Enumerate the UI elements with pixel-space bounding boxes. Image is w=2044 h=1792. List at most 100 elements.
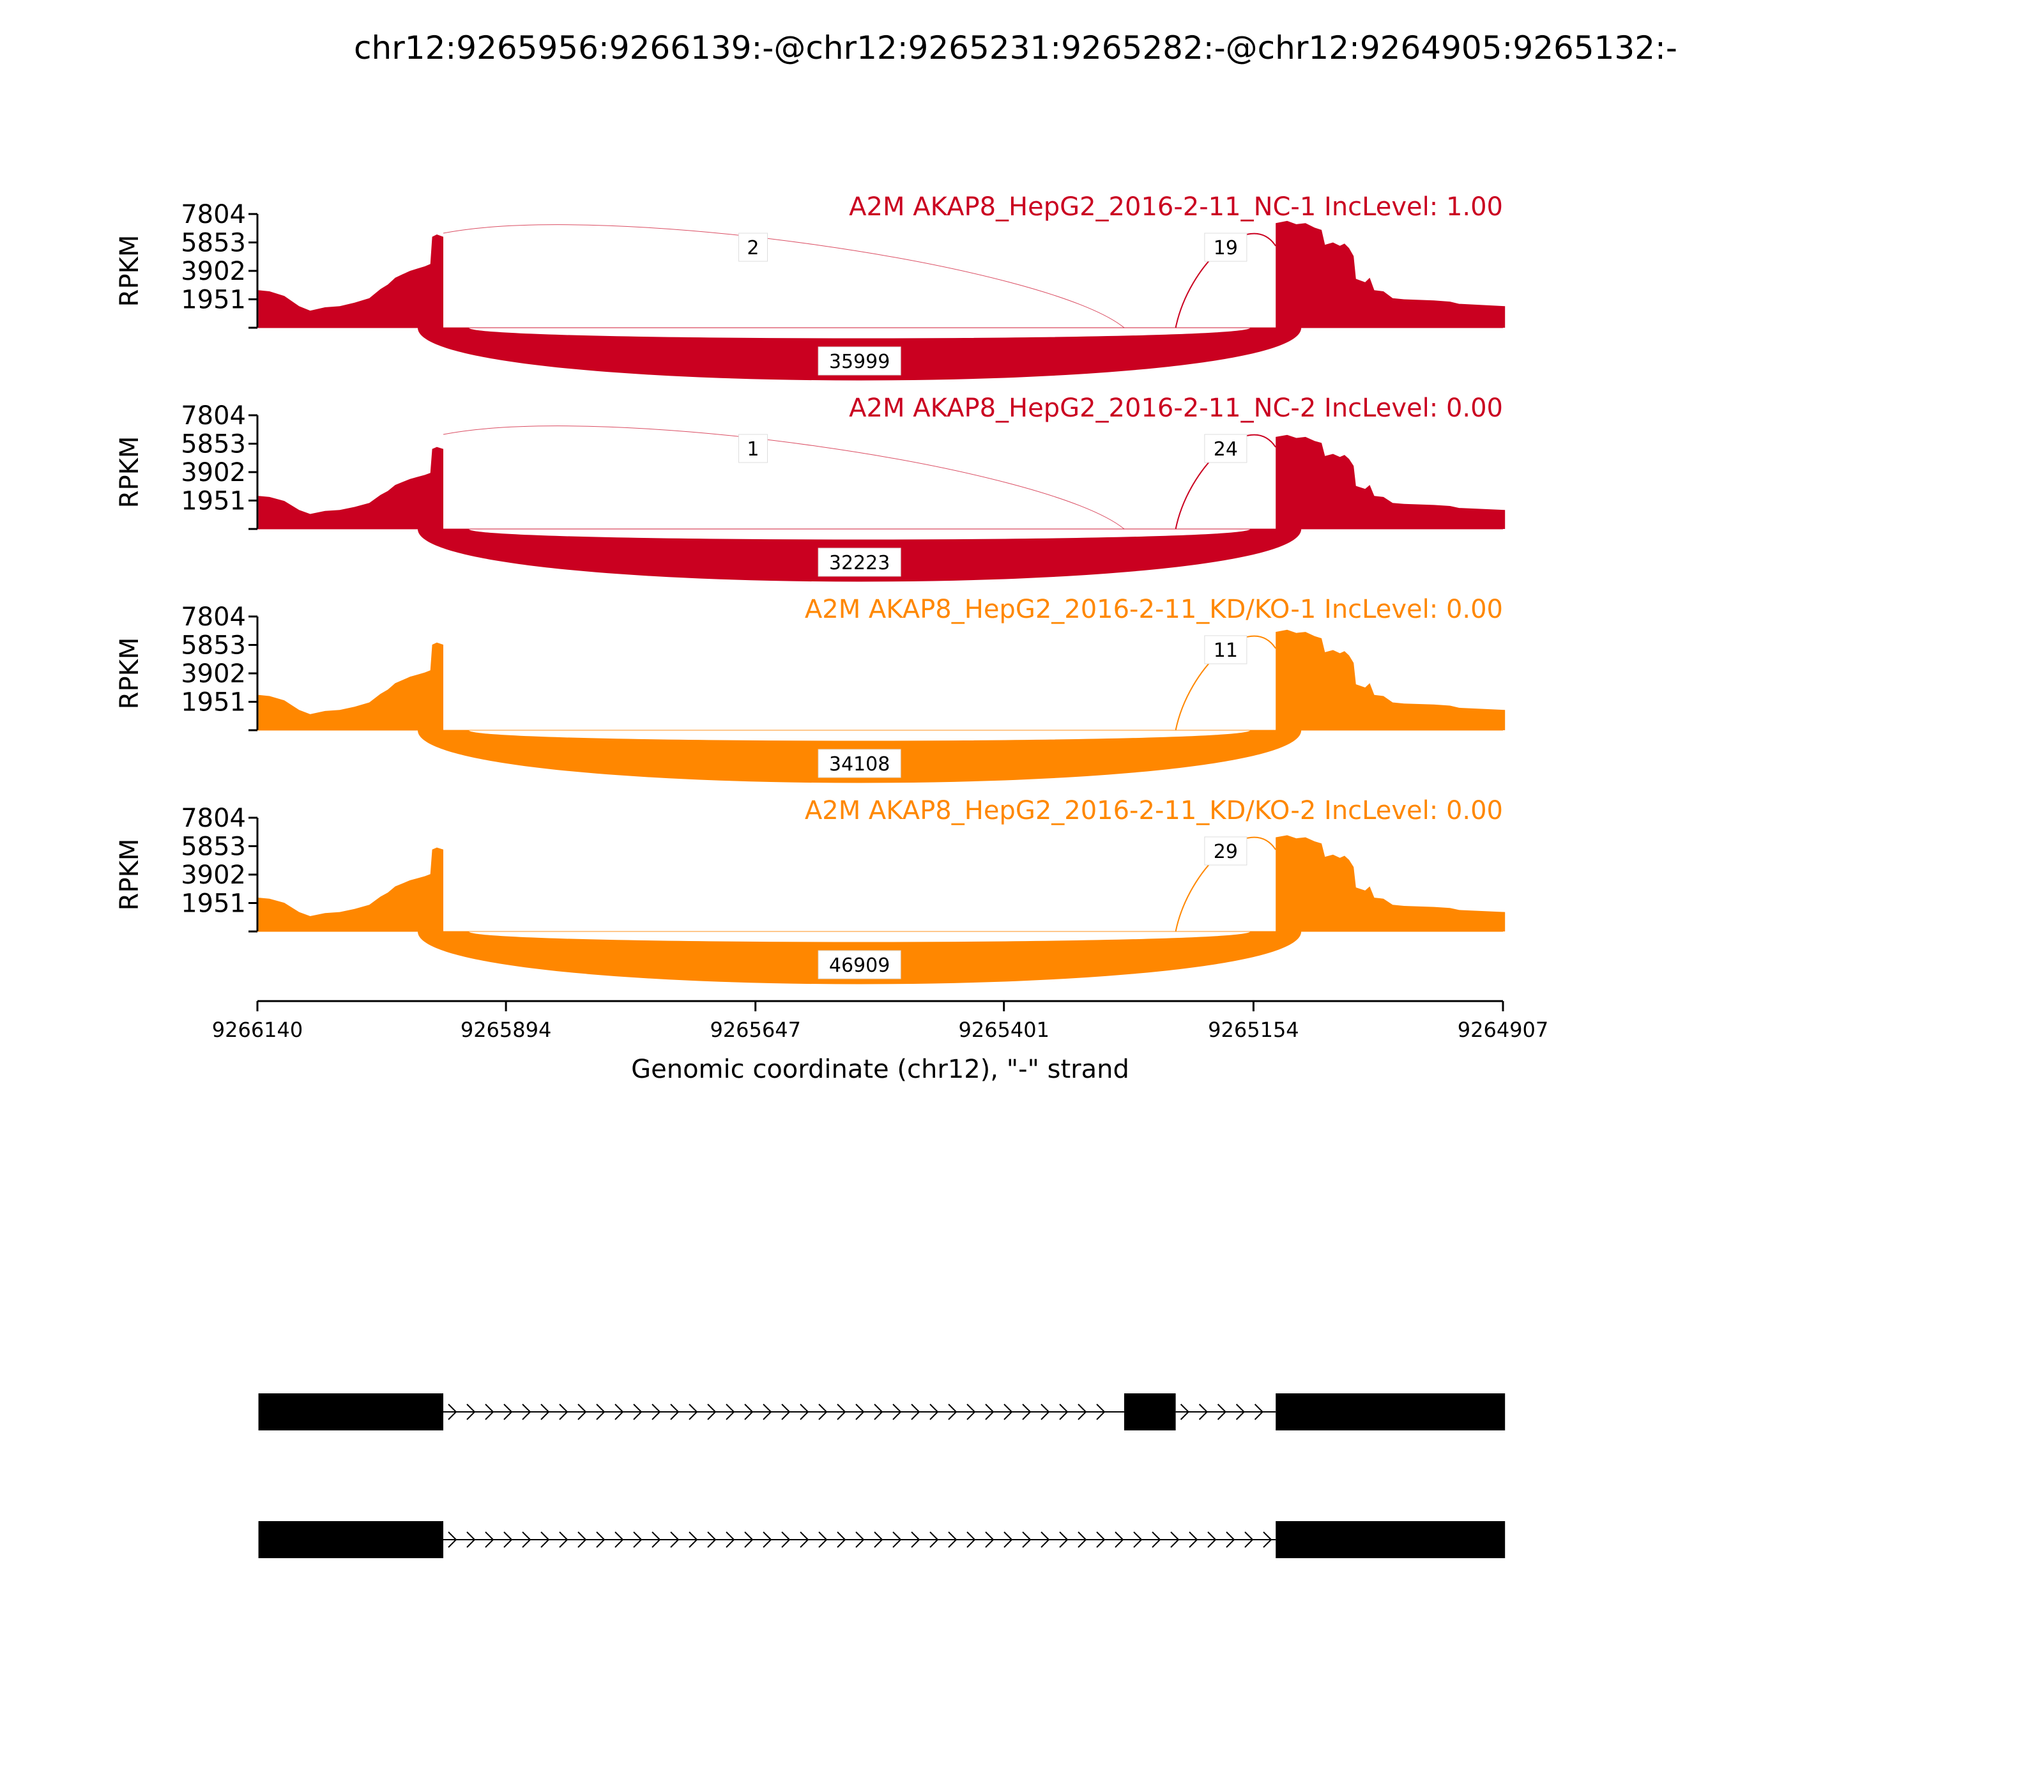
strand-chevron	[948, 1404, 957, 1420]
track-label: A2M AKAP8_HepG2_2016-2-11_NC-2 IncLevel:…	[849, 394, 1503, 423]
strand-chevron	[874, 1531, 883, 1548]
junction-count-inclusion-2: 19	[1204, 233, 1247, 262]
strand-chevron	[522, 1531, 531, 1548]
coverage-exon-3	[1276, 629, 1506, 730]
junction-label: 19	[1214, 237, 1238, 259]
strand-chevron	[744, 1404, 754, 1420]
y-tick-label: 3902	[181, 257, 246, 286]
strand-chevron	[1022, 1531, 1032, 1548]
figure-title: chr12:9265956:9266139:-@chr12:9265231:92…	[354, 29, 1677, 66]
strand-chevron	[1115, 1531, 1124, 1548]
junction-label-box	[1204, 233, 1247, 262]
strand-chevron	[689, 1531, 698, 1548]
coverage-exon-3	[1276, 434, 1506, 529]
x-tick-label: 9265154	[1208, 1018, 1299, 1042]
junction-label: 29	[1214, 841, 1238, 863]
strand-chevron	[1078, 1531, 1087, 1548]
track-label: A2M AKAP8_HepG2_2016-2-11_KD/KO-2 IncLev…	[805, 796, 1503, 825]
junction-count-inclusion-1: 1	[738, 434, 768, 463]
junction-label-box	[1204, 434, 1247, 463]
strand-chevron	[1003, 1404, 1013, 1420]
coverage-exon-1	[258, 234, 443, 328]
strand-chevron	[614, 1531, 624, 1548]
junction-label: 11	[1214, 639, 1238, 662]
strand-chevron	[652, 1531, 661, 1548]
strand-chevron	[448, 1404, 457, 1420]
strand-chevron	[689, 1404, 698, 1420]
strand-chevron	[744, 1531, 754, 1548]
x-tick-label: 9264907	[1458, 1018, 1549, 1042]
strand-chevron	[966, 1404, 976, 1420]
strand-chevron	[485, 1531, 494, 1548]
y-tick-label: 1951	[181, 889, 246, 919]
isoform-2	[258, 1521, 1506, 1558]
strand-chevron	[707, 1404, 717, 1420]
strand-chevron	[614, 1404, 624, 1420]
y-tick-label: 7804	[181, 602, 246, 632]
strand-chevron	[911, 1531, 920, 1548]
strand-chevron	[800, 1404, 809, 1420]
strand-chevron	[892, 1404, 902, 1420]
strand-chevron	[1207, 1531, 1217, 1548]
strand-chevron	[670, 1531, 680, 1548]
strand-chevron	[837, 1404, 846, 1420]
strand-chevron	[559, 1531, 568, 1548]
junction-label-box	[1204, 635, 1247, 664]
isoform-structures	[258, 1393, 1506, 1558]
strand-chevron	[1059, 1531, 1069, 1548]
strand-chevron	[540, 1531, 550, 1548]
strand-chevron	[929, 1531, 939, 1548]
y-tick-label: 3902	[181, 458, 246, 487]
strand-chevron	[577, 1531, 587, 1548]
x-axis-label: Genomic coordinate (chr12), "-" strand	[631, 1055, 1129, 1084]
strand-chevron	[485, 1404, 494, 1420]
isoform-exon	[1276, 1393, 1506, 1430]
y-tick-label: 5853	[181, 631, 246, 661]
y-tick-label: 7804	[181, 401, 246, 431]
y-tick-label: 3902	[181, 861, 246, 890]
y-tick-label: 3902	[181, 659, 246, 689]
strand-chevron	[1217, 1404, 1227, 1420]
junction-label: 46909	[829, 954, 890, 977]
coverage-exon-1	[258, 847, 443, 931]
strand-chevron	[800, 1531, 809, 1548]
junction-label: 2	[747, 237, 759, 259]
strand-chevron	[633, 1531, 643, 1548]
isoform-exon	[1276, 1521, 1506, 1558]
strand-chevron	[577, 1404, 587, 1420]
junction-arc-inclusion-1	[443, 224, 1125, 328]
strand-chevron	[892, 1531, 902, 1548]
junction-label-box	[738, 233, 768, 262]
strand-chevron	[929, 1404, 939, 1420]
strand-chevron	[726, 1531, 735, 1548]
junction-label: 32223	[829, 552, 890, 574]
y-axis-label: RPKM	[115, 839, 144, 911]
strand-chevron	[466, 1404, 476, 1420]
strand-chevron	[818, 1531, 828, 1548]
strand-chevron	[670, 1404, 680, 1420]
strand-chevron	[1170, 1531, 1180, 1548]
strand-chevron	[503, 1531, 513, 1548]
strand-chevron	[466, 1531, 476, 1548]
strand-chevron	[1041, 1404, 1050, 1420]
y-axis-label: RPKM	[115, 638, 144, 710]
junction-count-skip: 32223	[818, 548, 901, 577]
strand-chevron	[985, 1531, 995, 1548]
isoform-exon	[1124, 1393, 1176, 1430]
junction-label: 24	[1214, 438, 1238, 461]
junction-arc-inclusion-1	[443, 425, 1125, 530]
y-tick-label: 5853	[181, 430, 246, 459]
strand-chevron	[1133, 1531, 1143, 1548]
strand-chevron	[1096, 1404, 1106, 1420]
y-tick-label: 5853	[181, 832, 246, 862]
strand-chevron	[1022, 1404, 1032, 1420]
strand-chevron	[781, 1404, 791, 1420]
y-tick-label: 5853	[181, 229, 246, 258]
strand-chevron	[855, 1404, 865, 1420]
